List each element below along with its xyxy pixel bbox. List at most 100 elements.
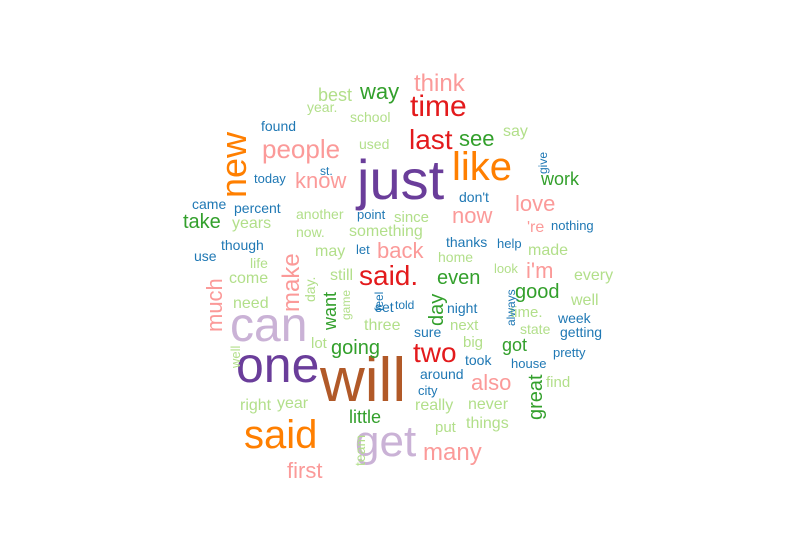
word-take: take	[183, 211, 221, 233]
word-lot: lot	[311, 335, 327, 352]
word-point: point	[357, 207, 386, 222]
word-home: home	[438, 249, 474, 265]
word-today: today	[254, 171, 286, 186]
word-since: since	[394, 209, 430, 226]
word-think: think	[414, 70, 465, 97]
word-every: every	[574, 267, 614, 284]
word-state: state	[520, 321, 551, 337]
word-need: need	[233, 295, 269, 312]
word-always: always	[504, 289, 518, 326]
word-day: day.	[302, 276, 318, 302]
word-don-t: don't	[459, 189, 489, 205]
word-best: best	[318, 85, 353, 105]
word-i-m: i'm	[526, 258, 554, 283]
word-can: can	[230, 299, 308, 352]
word-time: time	[410, 90, 467, 123]
word-got: got	[502, 335, 528, 355]
word-nothing: nothing	[551, 218, 594, 233]
word-find: find	[546, 374, 571, 391]
word-say: say	[503, 123, 528, 140]
word-pretty: pretty	[553, 345, 586, 360]
word-game: game	[339, 289, 353, 320]
word-years: years	[232, 215, 272, 232]
word-may: may	[315, 243, 346, 260]
word-city: city	[418, 383, 438, 398]
word-put: put	[435, 419, 456, 436]
word-one: one	[236, 337, 320, 393]
word-use: use	[194, 248, 217, 264]
word-another: another	[296, 206, 344, 222]
word-school: school	[350, 109, 391, 125]
word-help: help	[497, 236, 522, 251]
word-well: well	[571, 292, 599, 309]
word-make: make	[278, 253, 305, 312]
word-even: even	[437, 267, 481, 289]
word-see: see	[459, 126, 495, 151]
word-took: took	[465, 352, 492, 368]
word-little: little	[349, 407, 382, 427]
word-new: new	[213, 131, 254, 198]
word-thanks: thanks	[446, 234, 488, 250]
word-people: people	[262, 134, 341, 164]
word-told: told	[395, 298, 415, 312]
word-big: big	[463, 334, 484, 351]
word-know: know	[295, 168, 347, 193]
word-just: just	[357, 148, 445, 211]
word-good: good	[515, 281, 560, 303]
word-said: said	[244, 413, 318, 457]
word-year: year.	[307, 99, 338, 115]
word-found: found	[261, 118, 297, 134]
word-said: said.	[359, 260, 419, 291]
word-three: three	[364, 317, 401, 334]
word-things: things	[466, 415, 509, 432]
word-way: way	[360, 79, 400, 104]
word-like: like	[452, 145, 513, 189]
word-team: team	[352, 434, 368, 466]
word-great: great	[525, 374, 547, 420]
word-time: time.	[510, 304, 543, 321]
word-get: get	[355, 417, 417, 466]
word-night: night	[447, 300, 478, 316]
word-now: now.	[296, 224, 325, 240]
word-also: also	[471, 370, 512, 395]
word-still: still	[330, 267, 354, 284]
word-back: back	[377, 238, 424, 263]
word-never: never	[468, 396, 509, 413]
word-came: came	[192, 196, 227, 212]
word-around: around	[420, 366, 464, 382]
word-house: house	[511, 356, 547, 371]
word-two: two	[413, 337, 457, 368]
word-st: st.	[320, 164, 333, 178]
word-sure: sure	[414, 324, 442, 340]
word-week: week	[558, 310, 591, 326]
word-many: many	[423, 439, 482, 466]
word-look: look	[494, 261, 518, 276]
word-last: last	[409, 124, 453, 155]
word-year: year	[277, 395, 309, 412]
word-day: day	[426, 293, 448, 326]
word-really: really	[415, 397, 454, 414]
word-love: love	[515, 191, 556, 216]
word-come: come	[229, 270, 269, 287]
word-going: going	[331, 337, 380, 359]
word-getting: getting	[560, 324, 603, 340]
word-will: will	[320, 346, 407, 415]
word-much: much	[202, 278, 227, 332]
word-give: give	[536, 151, 550, 174]
word-work: work	[541, 169, 580, 189]
word-something: something	[349, 223, 423, 240]
word-life: life	[250, 255, 268, 271]
word-right: right	[240, 397, 272, 414]
word-made: made	[528, 242, 569, 259]
word-used: used	[359, 136, 390, 152]
word-next: next	[450, 317, 479, 334]
word-though: though	[221, 237, 264, 253]
word-now: now	[452, 203, 493, 228]
word-well: well	[228, 345, 243, 368]
word-want: want	[320, 291, 340, 330]
word-let: let	[356, 242, 370, 257]
word-first: first	[287, 458, 323, 483]
word-set: set	[375, 299, 394, 315]
word-percent: percent	[234, 200, 281, 216]
